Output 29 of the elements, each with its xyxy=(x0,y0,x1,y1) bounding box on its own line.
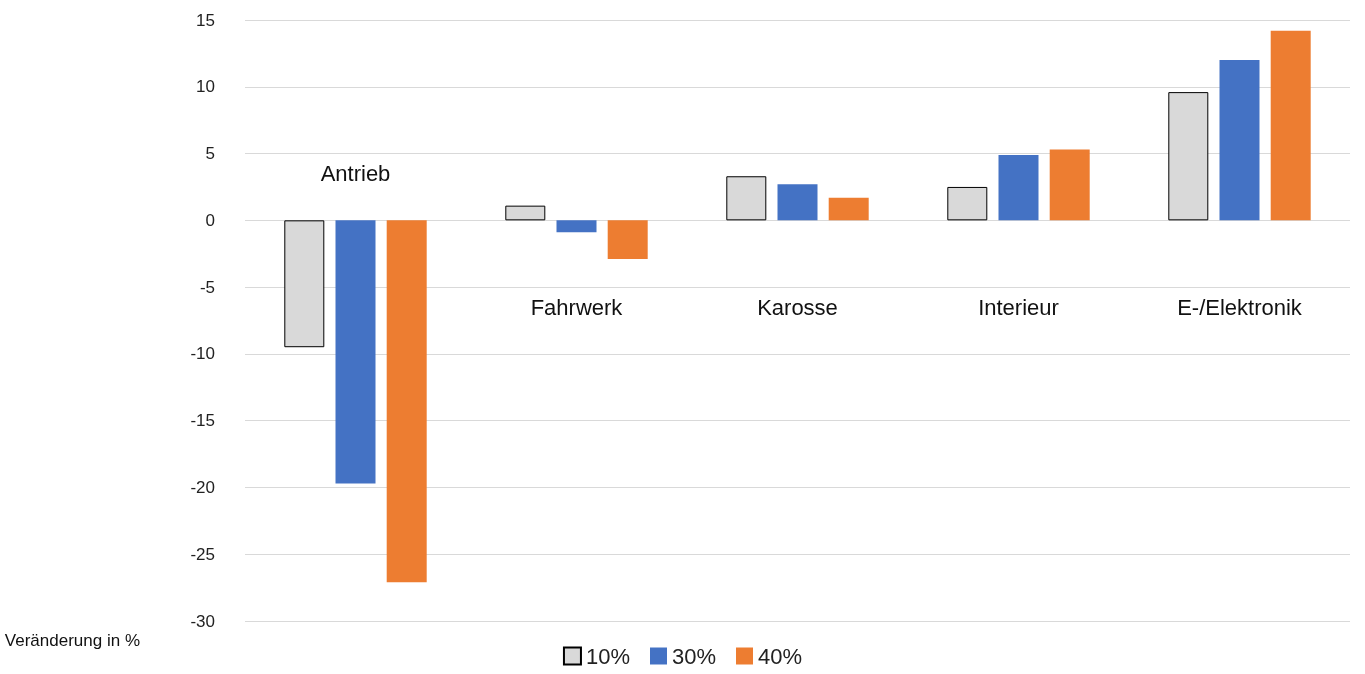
y-tick-label: -10 xyxy=(190,344,215,364)
y-tick-label: 15 xyxy=(196,10,215,30)
x-tick-label: Fahrwerk xyxy=(530,294,624,320)
legend-label: 40% xyxy=(758,643,803,669)
legend-label: 30% xyxy=(671,643,717,669)
x-tick-label: E-/Elektronik xyxy=(1177,294,1303,320)
bar xyxy=(1270,30,1311,221)
bar xyxy=(335,220,376,484)
bar xyxy=(998,154,1039,221)
bar xyxy=(828,197,869,221)
y-tick-label: 5 xyxy=(205,144,215,164)
x-tick-label: Karosse xyxy=(757,294,838,320)
x-tick-label: Antrieb xyxy=(320,160,391,186)
bar xyxy=(607,220,648,260)
bar xyxy=(386,220,427,583)
y-tick-label: -15 xyxy=(190,411,215,431)
x-tick-label: Interieur xyxy=(978,294,1059,320)
y-tick-label: -30 xyxy=(190,611,215,631)
y-tick-label: -25 xyxy=(190,544,215,564)
bar xyxy=(1219,60,1260,221)
bar xyxy=(556,220,597,233)
y-axis-title: Veränderung in % xyxy=(4,630,140,650)
y-tick-label: 10 xyxy=(196,77,215,97)
legend-label: 10% xyxy=(585,643,630,669)
y-tick-label: 0 xyxy=(205,210,215,230)
bar xyxy=(1049,149,1090,221)
bar xyxy=(777,184,818,221)
y-tick-label: -5 xyxy=(199,277,215,297)
y-tick-label: -20 xyxy=(190,477,215,497)
